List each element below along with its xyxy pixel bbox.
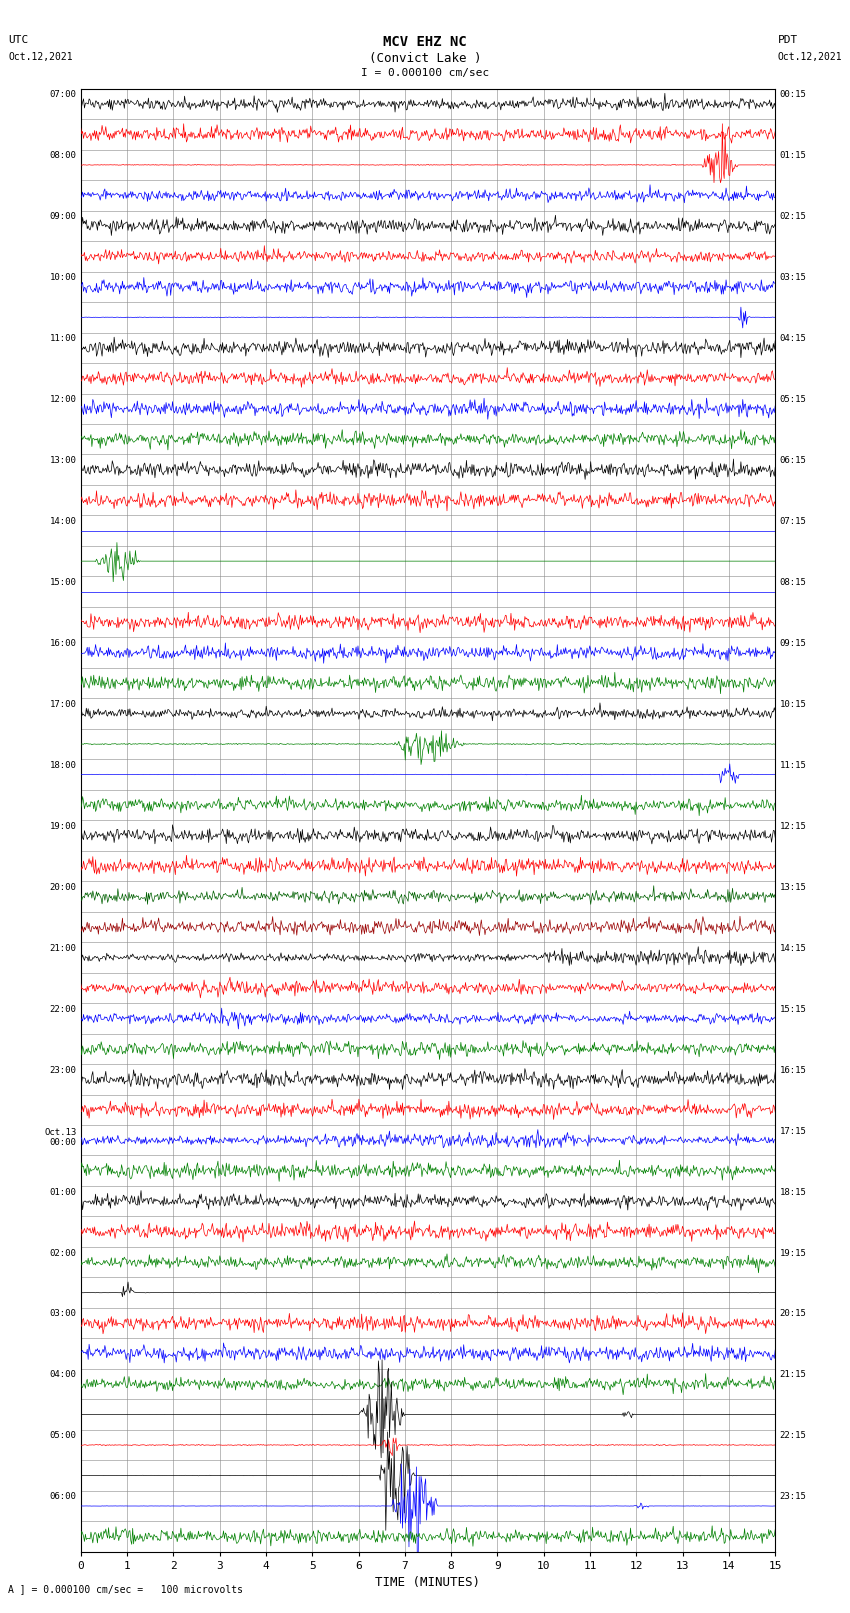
Text: Oct.12,2021: Oct.12,2021 [778,52,842,61]
Text: 07:00: 07:00 [49,90,76,100]
Text: 19:15: 19:15 [779,1248,807,1258]
Text: 13:00: 13:00 [49,456,76,465]
Text: I = 0.000100 cm/sec: I = 0.000100 cm/sec [361,68,489,77]
X-axis label: TIME (MINUTES): TIME (MINUTES) [376,1576,480,1589]
Text: 18:15: 18:15 [779,1187,807,1197]
Text: 15:00: 15:00 [49,577,76,587]
Text: 06:00: 06:00 [49,1492,76,1502]
Text: 21:15: 21:15 [779,1371,807,1379]
Text: 03:15: 03:15 [779,273,807,282]
Text: 09:15: 09:15 [779,639,807,648]
Text: UTC: UTC [8,35,29,45]
Text: PDT: PDT [778,35,798,45]
Text: 11:15: 11:15 [779,761,807,769]
Text: 08:00: 08:00 [49,152,76,160]
Text: 17:00: 17:00 [49,700,76,708]
Text: 10:15: 10:15 [779,700,807,708]
Text: 17:15: 17:15 [779,1126,807,1136]
Text: 19:00: 19:00 [49,823,76,831]
Text: 03:00: 03:00 [49,1310,76,1318]
Text: 14:00: 14:00 [49,518,76,526]
Text: 04:00: 04:00 [49,1371,76,1379]
Text: 20:00: 20:00 [49,882,76,892]
Text: 07:15: 07:15 [779,518,807,526]
Text: 15:15: 15:15 [779,1005,807,1013]
Text: 04:15: 04:15 [779,334,807,344]
Text: 10:00: 10:00 [49,273,76,282]
Text: 01:15: 01:15 [779,152,807,160]
Text: (Convict Lake ): (Convict Lake ) [369,52,481,65]
Text: 20:15: 20:15 [779,1310,807,1318]
Text: 21:00: 21:00 [49,944,76,953]
Text: 23:00: 23:00 [49,1066,76,1074]
Text: A ] = 0.000100 cm/sec =   100 microvolts: A ] = 0.000100 cm/sec = 100 microvolts [8,1584,243,1594]
Text: 11:00: 11:00 [49,334,76,344]
Text: 00:15: 00:15 [779,90,807,100]
Text: 05:00: 05:00 [49,1431,76,1440]
Text: 14:15: 14:15 [779,944,807,953]
Text: 09:00: 09:00 [49,213,76,221]
Text: 08:15: 08:15 [779,577,807,587]
Text: 06:15: 06:15 [779,456,807,465]
Text: 01:00: 01:00 [49,1187,76,1197]
Text: MCV EHZ NC: MCV EHZ NC [383,35,467,50]
Text: 02:15: 02:15 [779,213,807,221]
Text: 13:15: 13:15 [779,882,807,892]
Text: 12:15: 12:15 [779,823,807,831]
Text: 23:15: 23:15 [779,1492,807,1502]
Text: 18:00: 18:00 [49,761,76,769]
Text: 22:15: 22:15 [779,1431,807,1440]
Text: 16:00: 16:00 [49,639,76,648]
Text: Oct.12,2021: Oct.12,2021 [8,52,73,61]
Text: Oct.13: Oct.13 [44,1127,76,1137]
Text: 00:00: 00:00 [49,1137,76,1147]
Text: 02:00: 02:00 [49,1248,76,1258]
Text: 16:15: 16:15 [779,1066,807,1074]
Text: 22:00: 22:00 [49,1005,76,1013]
Text: 12:00: 12:00 [49,395,76,405]
Text: 05:15: 05:15 [779,395,807,405]
